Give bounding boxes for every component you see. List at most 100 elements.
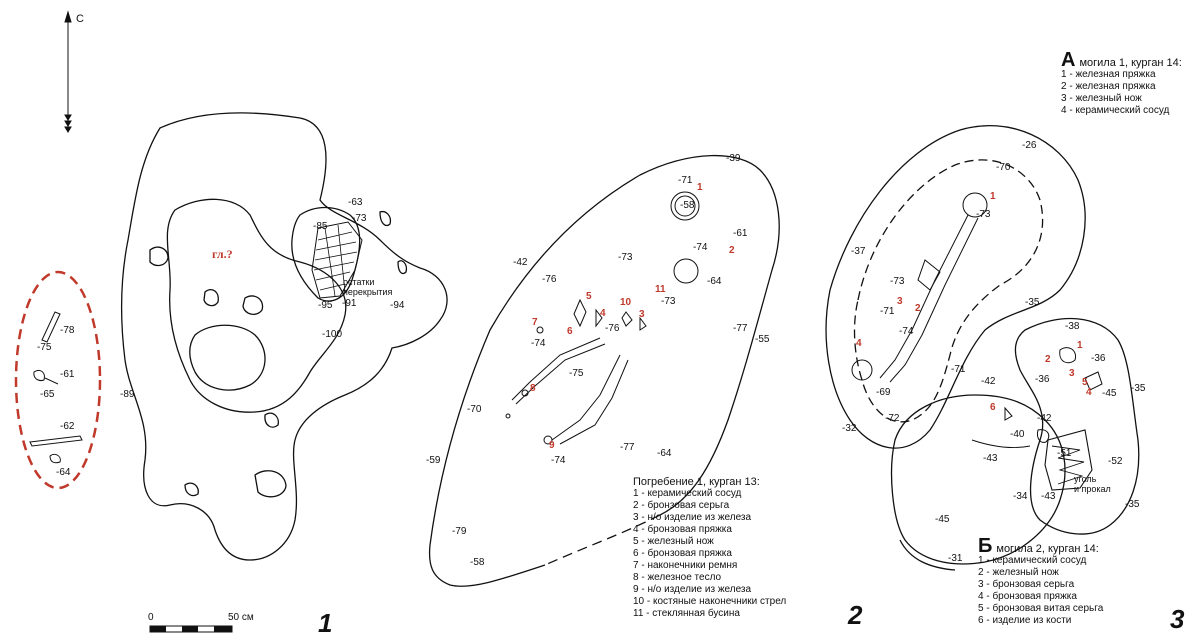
depth-label: -77 — [620, 442, 635, 453]
legend-item: 11 - стеклянная бусина — [633, 608, 740, 619]
depth-label: -37 — [851, 246, 866, 257]
fig1-note-line2: перекрытия — [343, 287, 393, 297]
depth-label: -73 — [890, 276, 905, 287]
depth-label: -58 — [680, 200, 695, 211]
find-number: 3 — [639, 309, 645, 320]
depth-label: -34 — [1013, 491, 1028, 502]
depth-label: -76 — [605, 323, 620, 334]
legend-item: 2 - железный нож — [978, 567, 1059, 578]
legend-item: 10 - костяные наконечники стрел — [633, 596, 787, 607]
find-number: 6 — [567, 326, 573, 337]
legend-item: 5 - железный нож — [633, 536, 714, 547]
depth-label: -36 — [1091, 353, 1106, 364]
depth-label: -71 — [678, 175, 693, 186]
legend-item: 8 - железное тесло — [633, 572, 722, 583]
north-arrow-icon — [64, 10, 72, 133]
depth-label: -73 — [352, 213, 367, 224]
depth-label: -65 — [40, 389, 55, 400]
legend-item: 9 - н/о изделие из железа — [633, 584, 752, 595]
figure-1-slab-hatch — [311, 221, 363, 299]
legend-item: 2 - бронзовая серьга — [633, 500, 730, 511]
scale-bar — [149, 625, 233, 633]
depth-label: -55 — [755, 334, 770, 345]
depth-label: -39 — [726, 153, 741, 164]
depth-label: -64 — [657, 448, 672, 459]
find-number: 10 — [620, 297, 632, 308]
depth-label: -35 — [1125, 499, 1140, 510]
fig1-note: остатки перекрытия — [343, 277, 392, 297]
depth-label: -76 — [542, 274, 557, 285]
depth-label: -64 — [707, 276, 722, 287]
legend-item: 2 - железная пряжка — [1061, 81, 1156, 92]
legend-item: 1 - керамический сосуд — [633, 488, 742, 499]
depth-label: -75 — [37, 342, 52, 353]
find-number: 3 — [897, 296, 903, 307]
legend-item: 5 - бронзовая витая серьга — [978, 603, 1104, 614]
legend-item: 1 - железная пряжка — [1061, 69, 1156, 80]
find-number: 8 — [530, 383, 536, 394]
depth-label: -95 — [318, 300, 333, 311]
figure-number-3: 3 — [1170, 604, 1185, 634]
legend-item: 3 - бронзовая серьга — [978, 579, 1075, 590]
depth-label: -59 — [426, 455, 441, 466]
legend-item: 6 - изделие из кости — [978, 615, 1072, 626]
depth-label: -74 — [899, 326, 914, 337]
find-number: 11 — [655, 284, 666, 295]
depth-label: -61 — [733, 228, 748, 239]
find-number: 1 — [1077, 340, 1083, 351]
legend-b-letter: Б — [978, 535, 993, 557]
red-dashed-ellipse — [14, 270, 102, 490]
depth-label: -79 — [452, 526, 467, 537]
depth-label: -45 — [935, 514, 950, 525]
find-number: 2 — [915, 303, 921, 314]
legend-b-title: могила 2, курган 14: — [996, 543, 1099, 555]
depth-label: -85 — [313, 221, 328, 232]
depth-label: -42 — [513, 257, 528, 268]
depth-label: -26 — [1022, 140, 1037, 151]
depth-label: -70 — [996, 162, 1011, 173]
depth-label: -69 — [876, 387, 891, 398]
depth-label: -51 — [1057, 448, 1072, 459]
find-number: 1 — [990, 191, 996, 202]
figure-2-skeleton — [505, 191, 700, 445]
find-number: 6 — [990, 402, 996, 413]
figure-number-2: 2 — [848, 600, 863, 630]
scale-zero-label: 0 — [148, 612, 154, 623]
find-number: 4 — [600, 308, 606, 319]
depth-label: -31 — [948, 553, 963, 564]
figure-3-hatch — [1044, 429, 1093, 491]
depth-label: -61 — [60, 369, 75, 380]
ellipse-bone-sketches — [29, 311, 83, 464]
depth-label: -38 — [1065, 321, 1080, 332]
depth-label: -43 — [983, 453, 998, 464]
find-number: 7 — [532, 317, 538, 328]
depth-label: -45 — [1102, 388, 1117, 399]
depth-label: -73 — [976, 209, 991, 220]
depth-label: -77 — [733, 323, 748, 334]
depth-label: -42 — [981, 376, 996, 387]
depth-label: -72 — [885, 413, 900, 424]
legend-title: Погребение 1, курган 13: — [633, 476, 760, 488]
legend-item: 4 - керамический сосуд — [1061, 105, 1170, 116]
find-number: 4 — [856, 338, 862, 349]
fig3-note-line1: уголь — [1074, 474, 1097, 484]
depth-label: -71 — [880, 306, 895, 317]
legend-item: 3 - н/о изделие из железа — [633, 512, 752, 523]
depth-label: -63 — [348, 197, 363, 208]
fig3-note-line2: и прокал — [1074, 484, 1111, 494]
find-number: 2 — [729, 245, 735, 256]
depth-label: -89 — [120, 389, 135, 400]
depth-label: -43 — [1041, 491, 1056, 502]
depth-label: -78 — [60, 325, 75, 336]
find-number: 9 — [549, 440, 555, 451]
figure-3-skeleton — [851, 192, 1103, 449]
depth-label: -64 — [56, 467, 71, 478]
depth-label: -73 — [661, 296, 676, 307]
depth-label: -94 — [390, 300, 405, 311]
find-number: 3 — [1069, 368, 1075, 379]
fig1-center-label: гл.? — [212, 247, 233, 261]
depth-label: -35 — [1025, 297, 1040, 308]
depth-label: -42 — [1037, 413, 1052, 424]
